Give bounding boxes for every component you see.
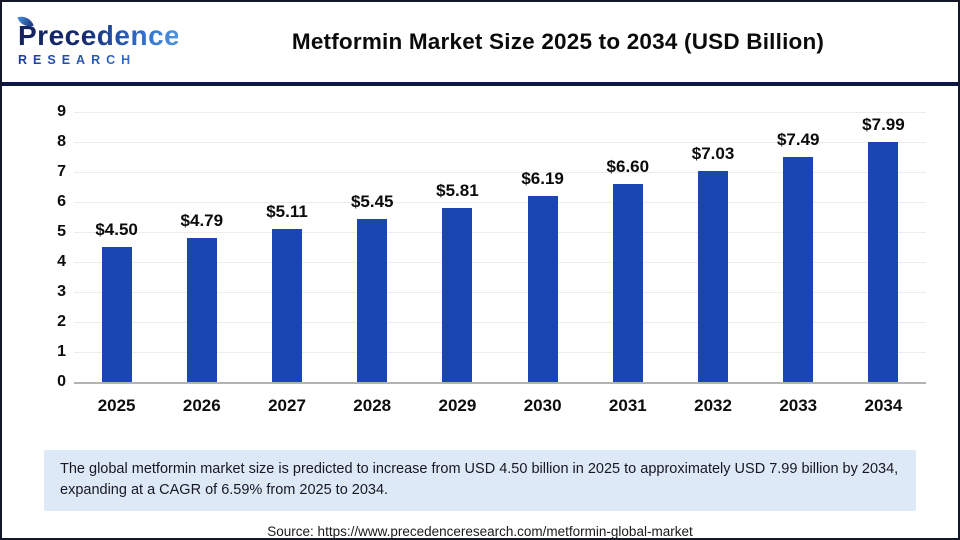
bar	[101, 247, 132, 382]
y-tick-label: 6	[57, 193, 66, 210]
bar-value-label: $6.19	[521, 169, 564, 189]
summary-note: The global metformin market size is pred…	[44, 450, 916, 511]
gridline	[74, 232, 926, 233]
bar	[868, 142, 899, 382]
bar-group: $6.60	[585, 112, 670, 382]
y-axis: 0 1 2 3 4 5 6 7 8 9	[42, 103, 74, 390]
bar-value-label: $7.03	[691, 144, 735, 164]
y-tick-label: 7	[57, 163, 66, 180]
bar-value-label: $5.81	[436, 180, 479, 200]
bar-value-label: $7.99	[862, 115, 905, 135]
source-line: Source: https://www.precedenceresearch.c…	[267, 523, 693, 539]
bar-series: $4.50 $4.79 $5.11 $5.45 $5.81 $6.19 $6.60 $7.03…	[74, 112, 926, 382]
x-tick-label: 2031	[608, 396, 647, 415]
bar-value-label: $5.45	[350, 191, 394, 211]
x-tick-label: 2034	[864, 396, 903, 415]
bar-value-label: $7.49	[776, 130, 820, 150]
y-tick-label: 3	[57, 283, 66, 300]
x-tick-label: 2025	[97, 396, 136, 415]
x-axis: 2025 2026 2027 2028 2029 2030 2031 2032 2033 2034	[74, 384, 926, 424]
bar-group: $5.11	[244, 112, 329, 382]
gridline	[74, 322, 926, 323]
bar-value-label: $6.60	[606, 157, 650, 176]
header-divider	[2, 82, 958, 86]
bar-value-label: $5.11	[266, 201, 308, 221]
bar	[612, 184, 643, 382]
y-tick-label: 9	[57, 103, 66, 120]
bar-value-label: $4.79	[180, 211, 224, 231]
x-tick-label: 2028	[353, 396, 392, 415]
gridline	[74, 112, 926, 113]
x-tick-label: 2029	[438, 396, 477, 415]
bar-group: $7.49	[756, 112, 841, 382]
bar-group: $7.03	[670, 112, 755, 382]
x-tick-label: 2030	[523, 396, 562, 415]
gridline	[74, 352, 926, 353]
bar	[442, 207, 473, 382]
x-tick-label: 2033	[779, 396, 818, 415]
y-tick-label: 4	[57, 253, 66, 270]
plot-area: $4.50 $4.79 $5.11 $5.45 $5.81 $6.19 $6.60 $7.03…	[74, 112, 926, 384]
gridline	[74, 292, 926, 293]
bar	[186, 238, 217, 382]
x-tick-label: 2032	[694, 396, 732, 415]
bar-value-label: $4.50	[95, 220, 138, 239]
x-tick-label: 2027	[268, 396, 306, 415]
bar	[698, 171, 729, 382]
y-tick-label: 2	[57, 313, 66, 330]
y-tick-label: 8	[57, 133, 66, 150]
gridline	[74, 202, 926, 203]
bar	[357, 218, 388, 382]
chart-area: 0 1 2 3 4 5 6 7 8 9 $4.50 $4.79 $5.11 $5.45 $5.81 $6.1…	[2, 86, 958, 424]
brand-subname: RESEARCH	[18, 54, 178, 67]
bar-group: $5.45	[330, 112, 415, 382]
gridline	[74, 172, 926, 173]
brand-name: Precedence	[18, 19, 181, 51]
y-tick-label: 1	[57, 343, 66, 360]
bar	[272, 228, 302, 382]
chart-title: Metformin Market Size 2025 to 2034 (USD …	[291, 29, 825, 54]
bar	[527, 196, 558, 382]
bar	[783, 157, 814, 382]
bar-group: $7.99	[841, 112, 926, 382]
y-tick-label: 0	[57, 373, 66, 390]
bar-group: $4.50	[74, 112, 159, 382]
y-tick-label: 5	[57, 223, 66, 240]
bar-group: $6.19	[500, 112, 585, 382]
bar-group: $4.79	[159, 112, 244, 382]
brand-logo: Precedence RESEARCH	[17, 13, 181, 67]
gridline	[74, 142, 926, 143]
header: Precedence RESEARCH Metformin Market Siz…	[2, 2, 958, 82]
bar-group: $5.81	[415, 112, 500, 382]
x-tick-label: 2026	[182, 396, 221, 415]
gridline	[74, 262, 926, 263]
